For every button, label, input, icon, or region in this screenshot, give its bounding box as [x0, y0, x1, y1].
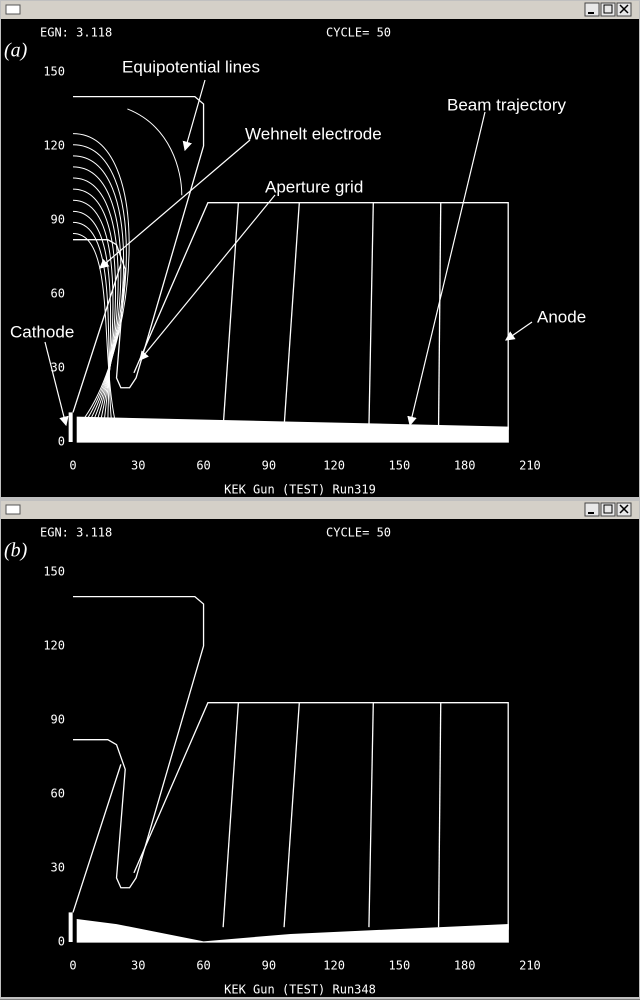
equipotential-line	[368, 702, 374, 928]
x-tick-label: 90	[262, 959, 276, 973]
wehnelt-electrode	[73, 95, 205, 389]
annotation: Beam trajectory	[447, 95, 567, 114]
annotation-arrow	[139, 194, 276, 361]
x-tick-label: 120	[323, 459, 345, 473]
x-tick-label: 60	[196, 959, 210, 973]
y-tick-label: 60	[51, 286, 65, 300]
x-tick-label: 0	[69, 959, 76, 973]
header-energy: EGN: 3.118	[40, 526, 112, 540]
beam	[76, 919, 509, 943]
footer: KEK Gun (TEST) Run348	[224, 983, 376, 997]
equipotential-line	[127, 108, 183, 196]
x-tick-label: 150	[389, 959, 411, 973]
x-tick-label: 30	[131, 959, 145, 973]
minimize-button[interactable]	[584, 502, 600, 517]
window: EGN: 3.118 CYCLE= 50 (b) 0 30 60 90 120 150 0 30 60…	[0, 499, 640, 999]
header-cycle: CYCLE= 50	[326, 526, 391, 540]
equipotential-line	[72, 133, 130, 428]
annotation-arrow	[182, 79, 206, 152]
annotation-arrow	[505, 321, 533, 341]
equipotential-line	[437, 702, 442, 928]
x-tick-label: 180	[454, 959, 476, 973]
x-tick-label: 210	[519, 459, 541, 473]
anode	[133, 202, 509, 430]
x-tick-label: 180	[454, 459, 476, 473]
y-tick-label: 90	[51, 712, 65, 726]
equipotential-line	[72, 199, 114, 428]
y-tick-label: 150	[43, 564, 65, 578]
header-cycle: CYCLE= 50	[326, 26, 391, 40]
icon	[619, 504, 629, 514]
window-frame	[0, 499, 640, 999]
header-energy: EGN: 3.118	[40, 26, 112, 40]
x-tick-label: 90	[262, 459, 276, 473]
y-tick-label: 150	[43, 64, 65, 78]
y-tick-label: 30	[51, 360, 65, 374]
icon	[603, 504, 613, 514]
title-bar	[1, 501, 639, 519]
x-tick-label: 120	[323, 959, 345, 973]
y-tick-label: 120	[43, 138, 65, 152]
annotation-arrow	[99, 139, 251, 269]
equipotential-line	[72, 155, 125, 428]
annotation-arrow	[407, 111, 486, 427]
x-tick-label: 60	[196, 459, 210, 473]
x-tick-label: 0	[69, 459, 76, 473]
title-bar	[1, 1, 639, 19]
equipotential-line	[283, 702, 300, 928]
cathode-edge	[72, 764, 122, 913]
window-frame	[0, 0, 640, 499]
x-tick-label: 150	[389, 459, 411, 473]
equipotential-line	[72, 233, 118, 428]
wehnelt-electrode	[73, 595, 205, 889]
panel-label: (b)	[4, 540, 28, 562]
y-tick-label: 120	[43, 638, 65, 652]
equipotential-line	[72, 166, 122, 428]
x-tick-label: 30	[131, 459, 145, 473]
equipotential-line	[437, 202, 442, 428]
equipotential-line	[72, 210, 112, 428]
equipotential-line	[72, 177, 119, 428]
y-tick-label: 60	[51, 786, 65, 800]
annotation: Cathode	[10, 322, 74, 341]
beam	[76, 416, 509, 443]
y-tick-label: 90	[51, 212, 65, 226]
y-tick-label: 0	[58, 935, 65, 949]
window-icon	[5, 4, 21, 15]
equipotential-line	[222, 702, 240, 928]
y-tick-label: 0	[58, 435, 65, 449]
annotation: Anode	[537, 307, 586, 326]
icon	[603, 4, 613, 14]
annotation-arrow	[44, 341, 69, 427]
y-tick-label: 30	[51, 860, 65, 874]
equipotential-line	[283, 202, 300, 428]
equipotential-line	[222, 202, 240, 428]
equipotential-line	[72, 144, 127, 428]
equipotential-line	[368, 202, 374, 428]
panel-label: (a)	[4, 40, 28, 62]
cathode	[68, 912, 73, 942]
minimize-button[interactable]	[584, 2, 600, 17]
equipotential-line	[72, 188, 116, 428]
icon	[619, 4, 629, 14]
equipotential-line	[72, 221, 113, 428]
x-tick-label: 210	[519, 959, 541, 973]
footer: KEK Gun (TEST) Run319	[224, 483, 376, 497]
annotation: Wehnelt electrode	[245, 124, 382, 143]
anode	[133, 702, 509, 930]
window-icon	[5, 504, 21, 515]
annotation: Equipotential lines	[122, 57, 260, 76]
annotation: Aperture grid	[265, 177, 363, 196]
cathode	[68, 412, 73, 442]
window: EGN: 3.118 CYCLE= 50 (a) 0 30 60 90 120 150 0 30 60…	[0, 0, 640, 499]
